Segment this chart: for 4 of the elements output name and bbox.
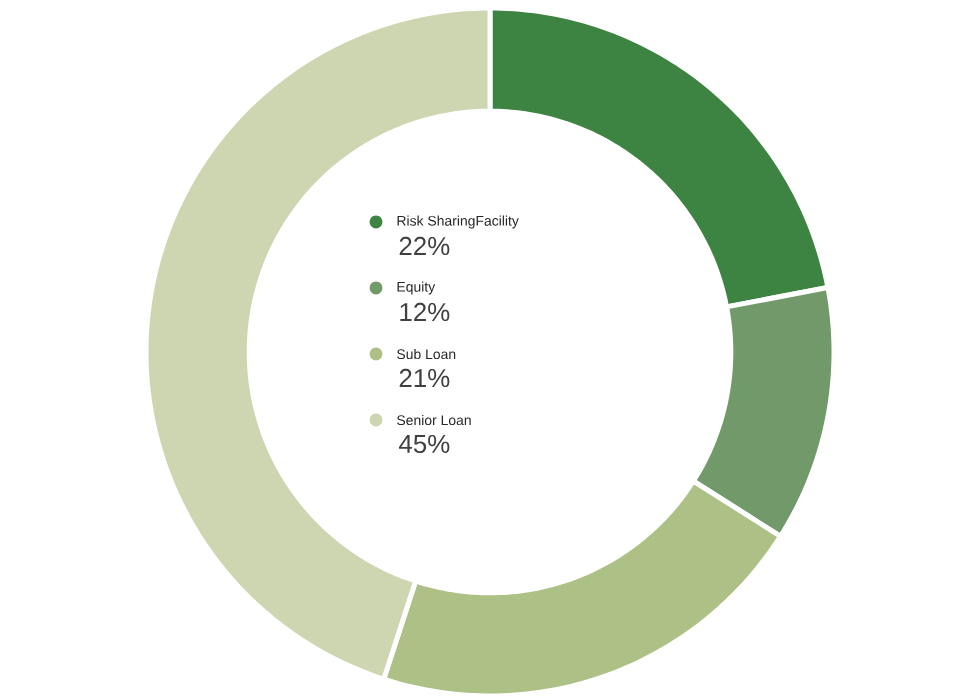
- data-label: 21%: [399, 368, 450, 388]
- data-label: 22%: [399, 236, 450, 256]
- data-label: 45%: [399, 434, 450, 454]
- data-label: 12%: [400, 302, 450, 322]
